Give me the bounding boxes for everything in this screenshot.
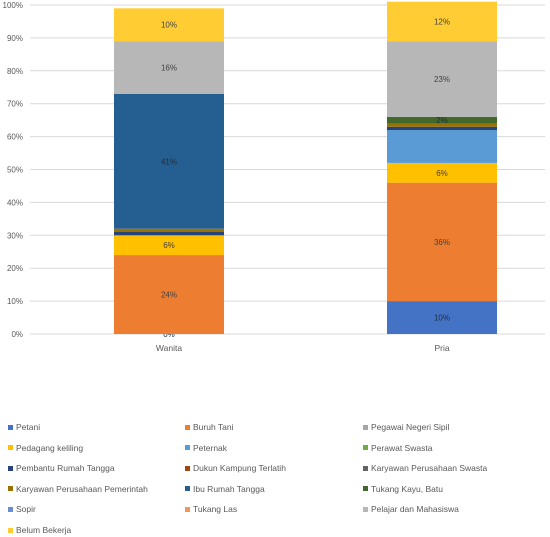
y-tick-label: 20% — [7, 264, 23, 273]
y-tick-label: 100% — [3, 1, 23, 10]
legend-label: Pembantu Rumah Tangga — [16, 463, 115, 474]
legend-swatch — [185, 445, 190, 451]
data-label: 24% — [161, 291, 177, 300]
legend-label: Tukang Las — [193, 504, 238, 515]
x-tick-label: Pria — [434, 343, 449, 353]
legend-item: Pegawai Negeri Sipil — [363, 422, 449, 432]
legend-label: Tukang Kayu, Batu — [371, 483, 443, 494]
bar-segment — [387, 123, 497, 127]
legend-item: Pedagang keliling — [8, 443, 83, 453]
legend-item: Peternak — [185, 443, 227, 453]
bar-segment — [114, 235, 224, 256]
bar-segment — [387, 182, 497, 302]
y-tick-label: 30% — [7, 231, 23, 240]
legend-swatch — [8, 424, 13, 430]
legend-label: Pedagang keliling — [16, 442, 84, 453]
x-tick-label: Wanita — [156, 343, 182, 353]
legend-swatch — [8, 445, 13, 451]
bar-segment — [387, 301, 497, 334]
legend-swatch — [8, 465, 13, 471]
y-tick-label: 0% — [11, 330, 23, 339]
y-tick-label: 60% — [7, 133, 23, 142]
legend-item: Tukang Las — [185, 504, 237, 514]
data-label: 0% — [163, 330, 175, 339]
legend-item: Pembantu Rumah Tangga — [8, 463, 115, 473]
bar-segment — [387, 162, 497, 183]
stacked-bar-chart: 0% 10% 20% 30% 40% 50% 60% 70% 80% 90% 100% 0% 24% 6%… — [3, 1, 545, 353]
legend-item: Belum Bekerja — [8, 525, 71, 535]
legend-item: Buruh Tani — [185, 422, 233, 432]
data-label: 23% — [434, 75, 450, 84]
legend-swatch — [363, 445, 368, 451]
legend-swatch — [185, 424, 190, 430]
y-tick-label: 80% — [7, 67, 23, 76]
bar-segment — [114, 228, 224, 233]
bar-segment — [114, 41, 224, 94]
legend-swatch — [363, 486, 368, 492]
legend-item: Ibu Rumah Tangga — [185, 484, 265, 494]
data-label: 10% — [161, 21, 177, 30]
y-tick-label: 50% — [7, 166, 23, 175]
legend-label: Pelajar dan Mahasiswa — [371, 504, 459, 515]
legend-label: Karyawan Perusahaan Pemerintah — [16, 483, 148, 494]
legend-swatch — [185, 506, 190, 512]
legend-item: Dukun Kampung Terlatih — [185, 463, 286, 473]
y-tick-label: 90% — [7, 34, 23, 43]
legend-item: Petani — [8, 422, 40, 432]
legend-swatch — [363, 506, 368, 512]
legend-swatch — [363, 465, 368, 471]
legend-swatch — [185, 486, 190, 492]
bar-segment — [114, 255, 224, 334]
legend-label: Peternak — [193, 442, 228, 453]
bar-segment — [387, 130, 497, 163]
data-label: 12% — [434, 17, 450, 26]
chart-legend: Petani Buruh Tani Pegawai Negeri Sipil Peda… — [0, 416, 550, 537]
bar-segment — [114, 93, 224, 229]
legend-item: Sopir — [8, 504, 36, 514]
bar-segment — [387, 41, 497, 117]
bar-segment — [387, 126, 497, 131]
bar-segment — [387, 1, 497, 42]
data-label: 6% — [436, 169, 448, 178]
bar-segment — [387, 116, 497, 124]
legend-swatch — [8, 527, 13, 533]
legend-label: Ibu Rumah Tangga — [193, 483, 265, 494]
legend-item: Perawat Swasta — [363, 443, 432, 453]
legend-item: Pelajar dan Mahasiswa — [363, 504, 459, 514]
data-label: 10% — [434, 314, 450, 323]
legend-label: Pegawai Negeri Sipil — [371, 422, 450, 432]
legend-swatch — [363, 424, 368, 430]
legend-swatch — [185, 465, 190, 471]
legend-label: Dukun Kampung Terlatih — [193, 463, 286, 474]
legend-item: Karyawan Perusahaan Pemerintah — [8, 484, 148, 494]
data-label: 2% — [436, 116, 448, 125]
legend-label: Sopir — [16, 504, 36, 515]
legend-item: Karyawan Perusahaan Swasta — [363, 463, 487, 473]
y-tick-label: 10% — [7, 297, 23, 306]
bar-segment — [114, 232, 224, 236]
legend-label: Belum Bekerja — [16, 525, 72, 535]
legend-swatch — [8, 506, 13, 512]
data-label: 41% — [161, 157, 177, 166]
legend-swatch — [8, 486, 13, 492]
data-label: 6% — [163, 241, 175, 250]
legend-label: Karyawan Perusahaan Swasta — [371, 463, 488, 474]
data-label: 16% — [161, 64, 177, 73]
legend-label: Petani — [16, 422, 41, 432]
y-tick-label: 70% — [7, 100, 23, 109]
legend-label: Perawat Swasta — [371, 442, 433, 453]
legend-label: Buruh Tani — [193, 422, 234, 432]
bar-segment — [114, 8, 224, 42]
legend-item: Tukang Kayu, Batu — [363, 484, 443, 494]
y-tick-label: 40% — [7, 198, 23, 207]
data-label: 36% — [434, 238, 450, 247]
